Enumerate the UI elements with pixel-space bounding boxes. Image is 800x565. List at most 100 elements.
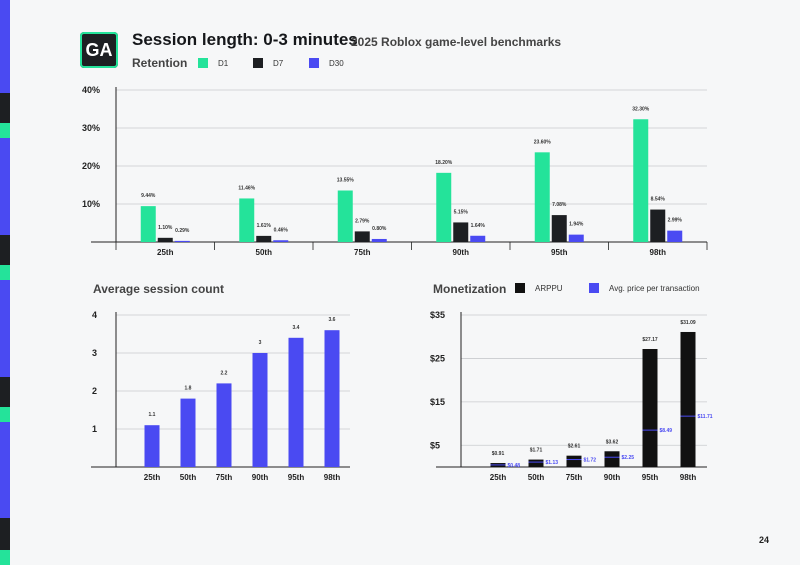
data-label-session: 2.2 [221, 370, 228, 376]
x-tick-label-25th: 25th [157, 248, 174, 257]
data-label-d30: 0.29% [175, 228, 190, 234]
x-tick-label-90th: 90th [252, 473, 269, 482]
bar-arppu-98th [680, 331, 696, 467]
ga-logo: GA [80, 32, 118, 68]
strip-segment [0, 123, 10, 138]
data-label-arppu: $1.71 [530, 448, 543, 454]
y-tick-label: $15 [430, 397, 445, 407]
legend-d7-label: D7 [273, 58, 284, 68]
data-label-arppu: $31.09 [680, 320, 696, 326]
bar-d30-90th [470, 235, 486, 242]
bar-session-95th [288, 337, 304, 467]
bar-arppu-90th [604, 451, 620, 467]
data-label-d7: 2.79% [355, 218, 370, 224]
strip-segment [0, 518, 10, 550]
bar-arppu-95th [642, 349, 658, 467]
legend-d1-label: D1 [218, 58, 229, 68]
data-label-avg-price: $1.13 [546, 460, 559, 466]
data-label-d1: 32.30% [632, 106, 650, 112]
legend-d1-swatch [198, 58, 208, 68]
x-tick-label-50th: 50th [256, 248, 273, 257]
bar-d30-75th [371, 238, 387, 242]
data-label-d30: 0.46% [274, 227, 289, 233]
data-label-arppu: $2.61 [568, 444, 581, 450]
y-tick-label: 4 [92, 310, 97, 320]
legend-d7: D7 [253, 58, 283, 68]
bar-d1-25th [140, 206, 156, 242]
data-label-arppu: $3.62 [606, 439, 619, 445]
bar-d1-95th [534, 152, 550, 242]
bar-d1-75th [337, 190, 353, 242]
y-tick-label: 2 [92, 386, 97, 396]
strip-segment [0, 0, 10, 93]
data-label-session: 3.4 [293, 325, 300, 331]
y-tick-label: 1 [92, 424, 97, 434]
data-label-d30: 1.64% [471, 223, 486, 229]
bar-d1-98th [633, 119, 649, 242]
data-label-d7: 1.10% [158, 225, 173, 231]
data-label-arppu: $27.17 [642, 337, 658, 343]
x-tick-label-95th: 95th [642, 473, 659, 482]
retention-label: Retention [132, 56, 188, 70]
x-tick-label-75th: 75th [566, 473, 583, 482]
data-label-d1: 18.20% [435, 160, 453, 166]
y-tick-label: 40% [82, 85, 100, 95]
strip-segment [0, 377, 10, 407]
legend-avg-price-label: Avg. price per transaction [609, 283, 700, 293]
y-tick-label: $5 [430, 440, 440, 450]
y-tick-label: $25 [430, 353, 445, 363]
page-number: 24 [758, 535, 769, 545]
y-tick-label: 20% [82, 161, 100, 171]
data-label-session: 1.1 [149, 412, 156, 418]
data-label-d1: 23.60% [534, 139, 552, 145]
strip-segment [0, 422, 10, 518]
monetization-label: Monetization [433, 282, 507, 296]
bar-d30-50th [273, 240, 289, 242]
data-label-session: 1.8 [185, 386, 192, 392]
bar-d7-90th [453, 222, 469, 242]
x-tick-label-50th: 50th [528, 473, 545, 482]
bar-d7-98th [650, 209, 666, 242]
x-tick-label-95th: 95th [288, 473, 305, 482]
data-label-session: 3 [259, 340, 262, 346]
data-label-d7: 7.08% [552, 202, 567, 208]
strip-segment [0, 280, 10, 377]
bar-session-90th [252, 353, 268, 467]
bar-d1-50th [239, 198, 255, 242]
data-label-d1: 13.55% [337, 178, 355, 184]
bar-d7-50th [256, 235, 272, 242]
data-label-d30: 1.94% [569, 222, 584, 228]
strip-segment [0, 265, 10, 280]
bar-session-98th [324, 330, 340, 467]
data-label-d7: 1.61% [257, 223, 272, 229]
data-label-d1: 9.44% [141, 193, 156, 199]
legend-avg-price: Avg. price per transaction [589, 283, 700, 293]
x-tick-label-90th: 90th [604, 473, 621, 482]
page-subtitle: 2025 Roblox game-level benchmarks [351, 35, 562, 49]
legend-arppu-swatch [515, 283, 525, 293]
data-label-avg-price: $1.72 [584, 458, 597, 464]
x-tick-label-98th: 98th [680, 473, 697, 482]
y-tick-label: 10% [82, 199, 100, 209]
legend-arppu: ARPPU [515, 283, 563, 293]
data-label-avg-price: $8.49 [660, 428, 673, 434]
bar-d30-98th [667, 230, 683, 242]
data-label-d7: 5.15% [454, 209, 469, 215]
page-title: Session length: 0-3 minutes [132, 30, 358, 49]
x-tick-label-95th: 95th [551, 248, 568, 257]
data-label-avg-price: $2.25 [622, 455, 635, 461]
y-tick-label: $35 [430, 310, 445, 320]
legend-d1: D1 [198, 58, 228, 68]
x-tick-label-25th: 25th [144, 473, 161, 482]
bar-session-25th [144, 425, 160, 467]
legend-d7-swatch [253, 58, 263, 68]
strip-segment [0, 93, 10, 123]
bar-d30-95th [568, 234, 584, 242]
data-label-d1: 11.46% [238, 185, 255, 191]
legend-arppu-label: ARPPU [535, 283, 563, 293]
data-label-d30: 2.99% [668, 218, 683, 224]
data-label-arppu: $0.91 [492, 451, 505, 457]
left-color-strip [0, 0, 10, 565]
data-label-avg-price: $0.48 [508, 463, 521, 469]
